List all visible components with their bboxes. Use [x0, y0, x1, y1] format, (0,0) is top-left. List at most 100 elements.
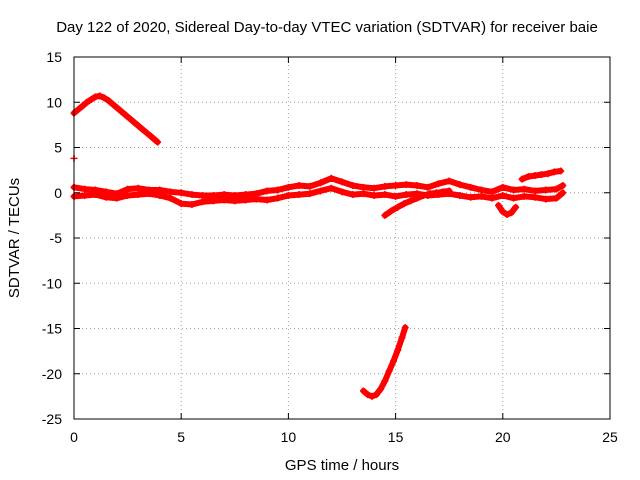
- data-point-marker: [531, 193, 539, 201]
- data-point-marker: [370, 184, 378, 192]
- data-point-marker: [499, 208, 507, 216]
- data-point-marker: [368, 392, 376, 400]
- data-point-marker: [520, 192, 528, 200]
- data-point-marker: [143, 129, 151, 137]
- data-point-marker: [398, 334, 406, 342]
- data-point-marker: [402, 191, 410, 199]
- data-point-marker: [338, 188, 346, 196]
- data-point-marker: [559, 182, 567, 190]
- data-point-marker: [456, 191, 464, 199]
- data-point-marker: [284, 191, 292, 199]
- data-point-marker: [79, 102, 87, 110]
- data-point-marker: [96, 92, 104, 100]
- data-point-marker: [274, 194, 282, 202]
- data-point-marker: [392, 182, 400, 190]
- data-point-marker: [488, 188, 496, 196]
- data-point-marker: [74, 105, 82, 113]
- data-point-marker: [510, 194, 518, 202]
- data-point-marker: [419, 191, 427, 199]
- data-point-marker: [177, 189, 185, 197]
- data-point-marker: [542, 186, 550, 194]
- data-point-marker: [317, 179, 325, 187]
- data-point-marker: [525, 172, 533, 180]
- x-tick-label: 0: [70, 429, 78, 445]
- data-point-marker: [499, 183, 507, 191]
- data-point-marker: [557, 167, 565, 175]
- series-main-band-upper: [70, 174, 567, 199]
- data-point-marker: [263, 196, 271, 204]
- x-tick-label: 15: [388, 429, 404, 445]
- data-point-marker: [154, 138, 162, 146]
- data-point-marker: [147, 133, 155, 141]
- x-axis-label: GPS time / hours: [285, 457, 399, 474]
- y-tick-label: -15: [42, 321, 62, 337]
- data-point-marker: [531, 187, 539, 195]
- data-point-marker: [439, 188, 447, 196]
- x-tick-label: 10: [281, 429, 297, 445]
- y-tick-label: 5: [54, 140, 62, 156]
- data-point-marker: [295, 191, 303, 199]
- data-point-marker: [359, 183, 367, 191]
- data-point-marker: [327, 184, 335, 192]
- data-point-marker: [385, 367, 393, 375]
- data-point-marker: [306, 182, 314, 190]
- data-point-marker: [91, 191, 99, 199]
- series-dip-near-20h: [495, 201, 520, 218]
- data-point-marker: [188, 201, 196, 209]
- data-point-marker: [518, 175, 526, 183]
- data-point-marker: [188, 191, 196, 199]
- data-point-marker: [495, 201, 503, 209]
- y-tick-label: 0: [54, 185, 62, 201]
- data-point-marker: [166, 194, 174, 202]
- data-point-marker: [104, 96, 112, 104]
- data-point-marker: [394, 203, 402, 211]
- data-point-marker: [381, 182, 389, 190]
- data-point-marker: [306, 190, 314, 198]
- data-point-marker: [400, 200, 408, 208]
- series-descending-segment: [381, 187, 453, 219]
- data-point-marker: [121, 111, 129, 119]
- data-point-marker: [113, 194, 121, 202]
- y-tick-label: -10: [42, 275, 62, 291]
- data-point-marker: [512, 203, 520, 211]
- data-point-marker: [156, 191, 164, 199]
- x-tick-label: 20: [495, 429, 511, 445]
- data-point-marker: [544, 170, 552, 178]
- data-point-marker: [499, 191, 507, 199]
- data-point-marker: [377, 385, 385, 393]
- data-point-marker: [467, 183, 475, 191]
- x-tick-label: 5: [177, 429, 185, 445]
- data-point-marker: [488, 194, 496, 202]
- x-tick-label: 25: [602, 429, 618, 445]
- data-point-marker: [252, 195, 260, 203]
- data-point-marker: [117, 107, 125, 115]
- data-point-marker: [102, 193, 110, 201]
- data-point-marker: [284, 183, 292, 191]
- data-point-marker: [349, 182, 357, 190]
- data-point-marker: [531, 172, 539, 180]
- data-point-marker: [364, 391, 372, 399]
- data-point-marker: [81, 191, 89, 199]
- data-point-marker: [91, 93, 99, 101]
- data-point-marker: [407, 197, 415, 205]
- data-point-marker: [166, 188, 174, 196]
- data-point-marker: [389, 357, 397, 365]
- data-point-marker: [381, 377, 389, 385]
- data-point-marker: [359, 387, 367, 395]
- data-point-marker: [87, 96, 95, 104]
- data-point-marker: [520, 185, 528, 193]
- data-point-marker: [349, 191, 357, 199]
- data-point-marker: [177, 200, 185, 208]
- data-point-marker: [317, 187, 325, 195]
- data-point-marker: [424, 183, 432, 191]
- data-point-marker: [242, 196, 250, 204]
- data-point-marker: [359, 190, 367, 198]
- data-point-marker: [130, 118, 138, 126]
- data-point-marker: [394, 346, 402, 354]
- data-point-marker: [503, 210, 511, 218]
- data-point-marker: [145, 190, 153, 198]
- x-axis-ticks: 0 5 10 15 20 25: [70, 57, 618, 445]
- data-point-marker: [100, 94, 108, 102]
